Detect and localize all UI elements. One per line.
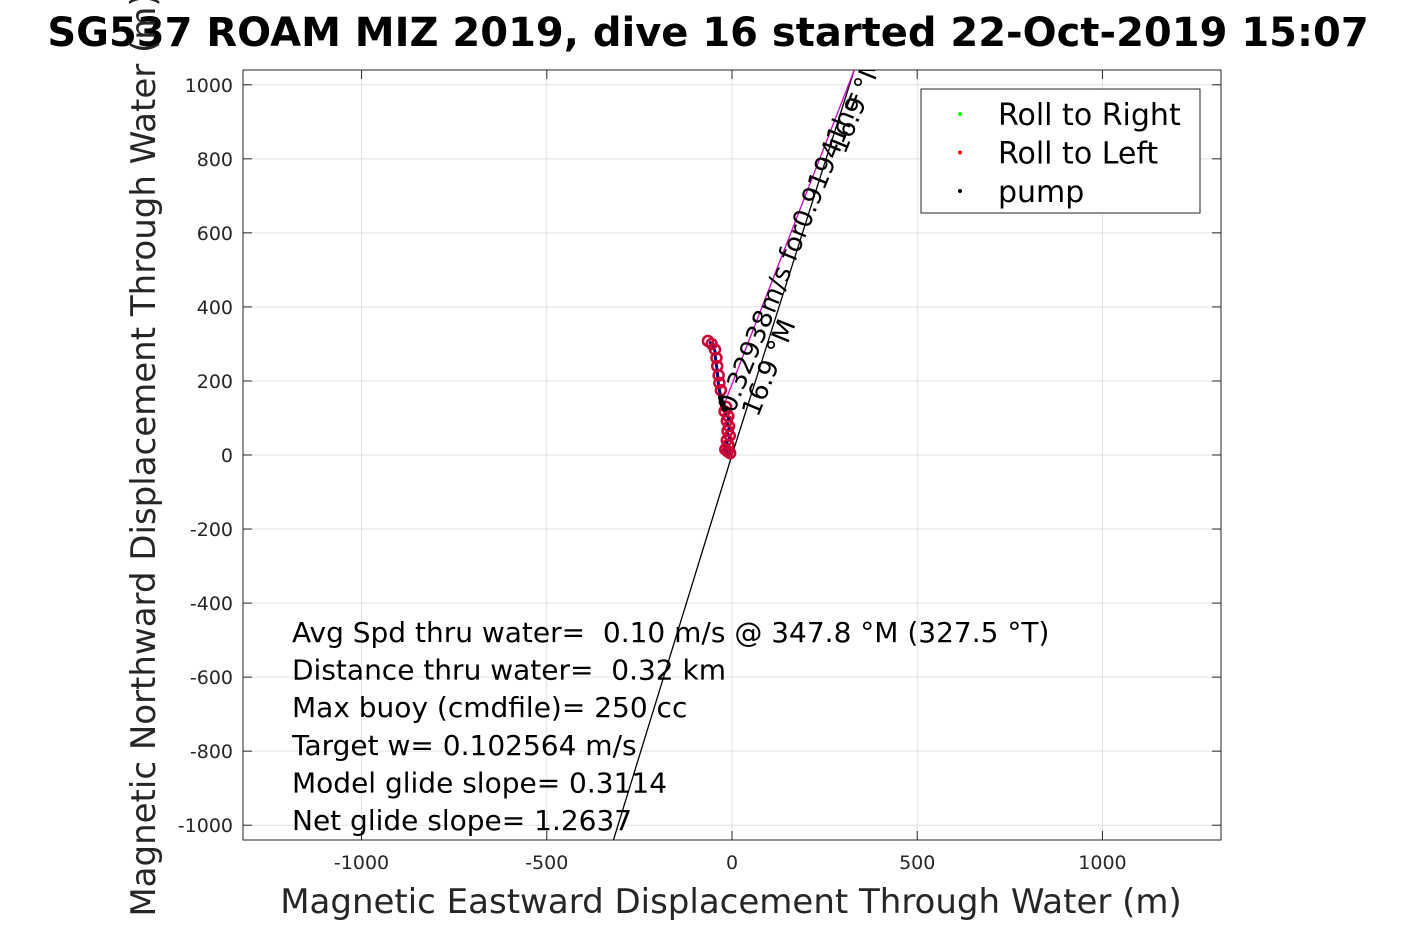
roll-left-point: [719, 400, 733, 414]
y-tick-label: -800: [190, 741, 233, 763]
x-axis-label: Magnetic Eastward Displacement Through W…: [280, 882, 1182, 922]
x-tick-label: 500: [899, 852, 935, 874]
roll-left-point: [701, 334, 715, 348]
stats-line: Target w= 0.102564 m/s: [291, 729, 637, 762]
legend-box: [920, 88, 1201, 214]
legend-marker: [958, 112, 962, 116]
stats-line: Max buoy (cmdfile)= 250 cc: [292, 691, 687, 724]
reference-line: [723, 70, 855, 404]
grid-lines: [243, 70, 1221, 840]
pump-point: [719, 400, 726, 407]
stats-line: Avg Spd thru water= 0.10 m/s @ 347.8 °M …: [292, 616, 1049, 649]
data-points: [701, 334, 737, 460]
y-tick-label: 800: [197, 149, 233, 171]
y-tick-label: 400: [197, 297, 233, 319]
y-axis-label: Magnetic Northward Displacement Through …: [124, 0, 164, 917]
y-tick-label: -200: [190, 519, 233, 541]
reference-line: [731, 70, 855, 456]
stats-line: Distance thru water= 0.32 km: [292, 654, 726, 687]
stats-line: Model glide slope= 0.3114: [292, 766, 667, 799]
x-tick-label: -1000: [334, 852, 389, 874]
stats-line: Net glide slope= 1.2637: [292, 804, 632, 837]
y-tick-label: 1000: [185, 75, 233, 97]
dive-stats: Avg Spd thru water= 0.10 m/s @ 347.8 °M …: [291, 616, 1049, 837]
reference-lines: [612, 70, 855, 840]
axis-ticks: -1000 -500 0 500 1000 -1000 -800 -600 -400 -200 0 2…: [178, 70, 1221, 874]
legend-label: Roll to Left: [998, 137, 1158, 172]
pump-point: [721, 405, 728, 412]
y-tick-label: 600: [197, 223, 233, 245]
track-annotations: 0.32938m/s for0.91941h=16.9 °M16.9 °M: [713, 70, 890, 421]
roll-left-point: [710, 359, 724, 373]
pump-point: [717, 394, 724, 401]
legend-label: pump: [998, 175, 1084, 210]
roll-left-point: [713, 376, 726, 390]
chart-title: SG537 ROAM MIZ 2019, dive 16 started 22-…: [47, 10, 1368, 56]
x-tick-label: 0: [726, 852, 738, 874]
y-tick-label: -400: [190, 593, 233, 615]
reference-line: [612, 454, 733, 840]
y-tick-label: -600: [190, 667, 233, 689]
legend-label: Roll to Right: [998, 98, 1181, 133]
y-tick-label: -1000: [178, 815, 233, 837]
legend-marker: [958, 189, 962, 193]
roll-left-point: [710, 351, 723, 365]
x-tick-label: -500: [525, 852, 568, 874]
legend-marker: [958, 150, 962, 155]
y-tick-label: 200: [197, 371, 233, 393]
y-tick-label: 0: [221, 445, 233, 467]
x-tick-label: 1000: [1078, 852, 1126, 874]
